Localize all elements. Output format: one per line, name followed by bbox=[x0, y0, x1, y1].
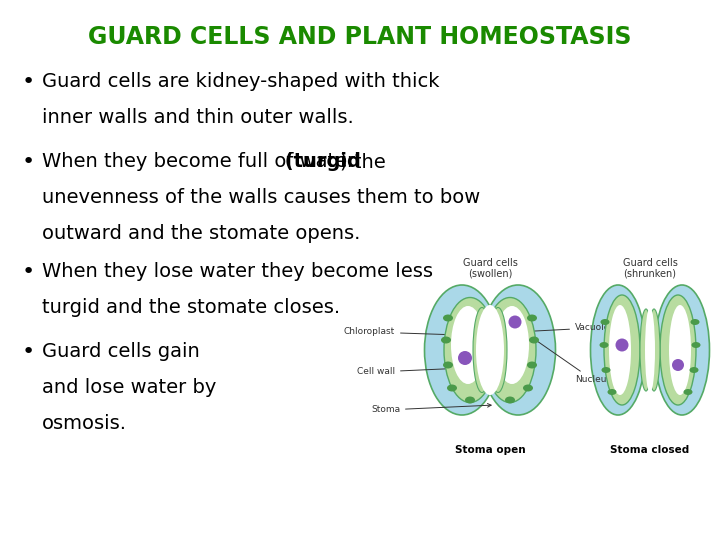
Text: Stoma closed: Stoma closed bbox=[611, 445, 690, 455]
Ellipse shape bbox=[527, 314, 537, 321]
Text: When they lose water they become less: When they lose water they become less bbox=[42, 262, 433, 281]
Ellipse shape bbox=[425, 285, 500, 415]
Text: Guard cells gain: Guard cells gain bbox=[42, 342, 199, 361]
Ellipse shape bbox=[527, 361, 537, 368]
Ellipse shape bbox=[505, 396, 515, 403]
Text: •: • bbox=[22, 72, 35, 92]
Ellipse shape bbox=[443, 361, 453, 368]
Text: (turgid: (turgid bbox=[277, 152, 361, 171]
Text: Chloroplast: Chloroplast bbox=[343, 327, 456, 336]
Ellipse shape bbox=[529, 336, 539, 343]
Ellipse shape bbox=[523, 384, 533, 391]
Ellipse shape bbox=[451, 306, 485, 384]
Text: Guard cells: Guard cells bbox=[623, 258, 678, 268]
Ellipse shape bbox=[660, 295, 696, 405]
Ellipse shape bbox=[600, 319, 610, 325]
Ellipse shape bbox=[608, 389, 616, 395]
Ellipse shape bbox=[508, 315, 521, 328]
Ellipse shape bbox=[465, 396, 475, 403]
Ellipse shape bbox=[604, 295, 640, 405]
Text: unevenness of the walls causes them to bow: unevenness of the walls causes them to b… bbox=[42, 188, 480, 207]
Ellipse shape bbox=[690, 367, 698, 373]
Text: •: • bbox=[22, 262, 35, 282]
Text: inner walls and thin outer walls.: inner walls and thin outer walls. bbox=[42, 108, 354, 127]
Text: turgid and the stomate closes.: turgid and the stomate closes. bbox=[42, 298, 340, 317]
Text: •: • bbox=[22, 342, 35, 362]
Ellipse shape bbox=[489, 307, 507, 393]
Ellipse shape bbox=[654, 285, 709, 415]
Text: ) the: ) the bbox=[341, 152, 386, 171]
Ellipse shape bbox=[447, 384, 457, 391]
Ellipse shape bbox=[441, 336, 451, 343]
Ellipse shape bbox=[458, 351, 472, 365]
Ellipse shape bbox=[647, 311, 652, 389]
Text: •: • bbox=[22, 152, 35, 172]
Ellipse shape bbox=[640, 309, 652, 391]
Ellipse shape bbox=[672, 359, 684, 371]
Ellipse shape bbox=[683, 389, 693, 395]
Text: and lose water by: and lose water by bbox=[42, 378, 217, 397]
Text: osmosis.: osmosis. bbox=[42, 414, 127, 433]
Text: outward and the stomate opens.: outward and the stomate opens. bbox=[42, 224, 361, 243]
Ellipse shape bbox=[648, 309, 660, 391]
Text: Stoma open: Stoma open bbox=[455, 445, 526, 455]
Ellipse shape bbox=[480, 285, 556, 415]
Text: (shrunken): (shrunken) bbox=[624, 268, 677, 278]
Text: Stoma: Stoma bbox=[371, 403, 491, 415]
Text: When they become full of water: When they become full of water bbox=[42, 152, 355, 171]
Text: Cell wall: Cell wall bbox=[357, 367, 461, 376]
Ellipse shape bbox=[473, 307, 491, 393]
Ellipse shape bbox=[444, 298, 496, 402]
Ellipse shape bbox=[616, 339, 629, 352]
Text: Nucleus: Nucleus bbox=[517, 327, 611, 384]
Text: GUARD CELLS AND PLANT HOMEOSTASIS: GUARD CELLS AND PLANT HOMEOSTASIS bbox=[89, 25, 631, 49]
Ellipse shape bbox=[590, 285, 646, 415]
Ellipse shape bbox=[495, 306, 529, 384]
Ellipse shape bbox=[443, 314, 453, 321]
Ellipse shape bbox=[600, 342, 608, 348]
Ellipse shape bbox=[601, 367, 611, 373]
Ellipse shape bbox=[484, 313, 496, 388]
Ellipse shape bbox=[690, 319, 700, 325]
Ellipse shape bbox=[691, 342, 701, 348]
Ellipse shape bbox=[669, 305, 691, 395]
Ellipse shape bbox=[484, 298, 536, 402]
Text: (swollen): (swollen) bbox=[468, 268, 512, 278]
Ellipse shape bbox=[609, 305, 631, 395]
Ellipse shape bbox=[476, 305, 504, 395]
Ellipse shape bbox=[645, 307, 655, 393]
Text: Guard cells: Guard cells bbox=[462, 258, 518, 268]
Text: Vacuole: Vacuole bbox=[520, 323, 611, 333]
Text: Guard cells are kidney-shaped with thick: Guard cells are kidney-shaped with thick bbox=[42, 72, 439, 91]
